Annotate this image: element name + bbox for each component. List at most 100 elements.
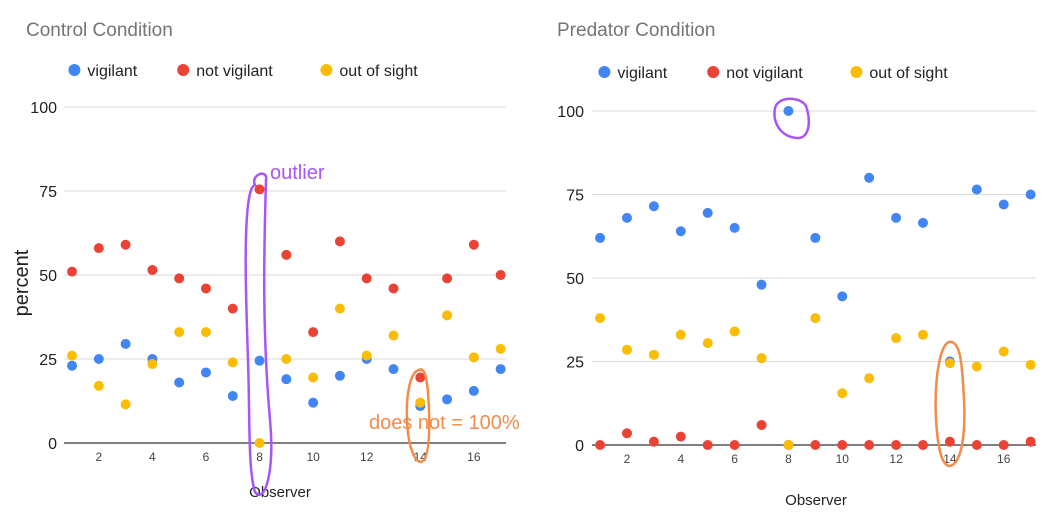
data-points	[67, 184, 506, 448]
data-point-not-vigilant	[67, 266, 78, 277]
annotations: outlier does not = 100%	[244, 162, 520, 496]
data-point-out-of-sight	[675, 329, 686, 340]
data-point-not-vigilant	[1025, 436, 1036, 447]
data-point-out-of-sight	[361, 350, 372, 361]
x-tick-label: 2	[95, 450, 102, 464]
y-axis-ticks: 0 25 50 75 100	[557, 104, 584, 455]
sum-circle-annotation	[405, 368, 431, 464]
data-point-not-vigilant	[837, 440, 848, 450]
legend-label: not vigilant	[196, 63, 273, 80]
y-tick-label: 100	[557, 104, 584, 121]
data-point-vigilant	[998, 199, 1009, 210]
legend-swatch	[850, 66, 863, 78]
data-point-vigilant	[120, 338, 131, 349]
annotations	[773, 97, 966, 468]
x-tick-label: 10	[306, 450, 320, 464]
data-point-vigilant	[917, 217, 928, 228]
y-tick-label: 75	[39, 184, 57, 201]
y-tick-label: 25	[566, 355, 584, 372]
data-point-vigilant	[810, 232, 821, 243]
data-point-out-of-sight	[468, 352, 479, 363]
data-point-vigilant	[891, 212, 902, 223]
data-point-not-vigilant	[702, 440, 713, 450]
data-point-out-of-sight	[998, 346, 1009, 357]
x-axis-title: Observer	[785, 492, 847, 509]
data-point-vigilant	[67, 360, 78, 371]
data-point-not-vigilant	[147, 264, 158, 275]
data-point-out-of-sight	[783, 440, 794, 450]
y-tick-label: 100	[30, 100, 57, 117]
x-tick-label: 2	[624, 452, 631, 466]
data-point-not-vigilant	[864, 440, 875, 450]
data-point-not-vigilant	[308, 327, 319, 338]
x-tick-label: 12	[889, 452, 903, 466]
data-point-vigilant	[1025, 189, 1036, 200]
data-point-out-of-sight	[415, 397, 426, 408]
data-point-out-of-sight	[864, 373, 875, 384]
legend-label: vigilant	[87, 63, 137, 80]
data-point-not-vigilant	[415, 372, 426, 383]
outlier-circle-annotation	[773, 97, 810, 140]
data-point-out-of-sight	[495, 343, 506, 354]
data-point-out-of-sight	[334, 303, 345, 314]
chart-title: Predator Condition	[557, 20, 715, 41]
x-tick-label: 8	[256, 450, 263, 464]
chart-legend: vigilant not vigilant out of sight	[68, 63, 418, 80]
data-point-not-vigilant	[442, 273, 453, 284]
data-point-out-of-sight	[281, 354, 292, 364]
data-point-vigilant	[864, 172, 875, 183]
data-point-vigilant	[971, 184, 982, 195]
data-point-not-vigilant	[361, 273, 372, 284]
data-point-not-vigilant	[174, 273, 185, 284]
data-point-not-vigilant	[998, 440, 1009, 450]
data-point-out-of-sight	[702, 338, 713, 349]
sum-annotation-text: does not = 100%	[369, 412, 520, 434]
predator-condition-chart: Predator Condition vigilant not vigilant o…	[557, 20, 1036, 509]
data-point-vigilant	[334, 370, 345, 381]
x-tick-label: 8	[785, 452, 792, 466]
data-point-vigilant	[837, 291, 848, 302]
y-tick-label: 0	[48, 436, 57, 453]
x-tick-label: 4	[149, 450, 156, 464]
y-tick-label: 75	[566, 188, 584, 205]
data-point-not-vigilant	[675, 431, 686, 442]
data-point-out-of-sight	[971, 361, 982, 372]
data-point-vigilant	[468, 385, 479, 396]
x-tick-label: 6	[731, 452, 738, 466]
data-point-vigilant	[388, 364, 399, 375]
chart-legend: vigilant not vigilant out of sight	[598, 65, 948, 82]
data-point-vigilant	[595, 232, 606, 243]
legend-swatch	[68, 64, 81, 76]
data-point-out-of-sight	[254, 438, 265, 448]
data-point-vigilant	[200, 367, 211, 378]
data-points	[595, 106, 1036, 450]
x-axis-ticks: 2 4 6 8 10 12 14 16	[624, 452, 1011, 466]
legend-label: out of sight	[869, 65, 948, 82]
legend-swatch	[598, 66, 611, 78]
x-tick-label: 16	[467, 450, 481, 464]
legend-item: not vigilant	[707, 65, 803, 82]
data-point-out-of-sight	[944, 358, 955, 369]
data-point-not-vigilant	[495, 270, 506, 280]
data-point-not-vigilant	[200, 283, 211, 294]
legend-label: out of sight	[339, 63, 418, 80]
data-point-not-vigilant	[648, 436, 659, 447]
data-point-vigilant	[729, 222, 740, 233]
data-point-vigilant	[756, 279, 767, 290]
data-point-out-of-sight	[756, 353, 767, 364]
data-point-vigilant	[442, 394, 453, 405]
data-point-out-of-sight	[388, 330, 399, 341]
legend-item: out of sight	[850, 65, 948, 82]
data-point-vigilant	[281, 374, 292, 385]
legend-item: vigilant	[598, 65, 668, 82]
legend-item: vigilant	[68, 63, 138, 80]
x-tick-label: 4	[677, 452, 684, 466]
data-point-vigilant	[308, 397, 319, 408]
data-point-out-of-sight	[891, 333, 902, 344]
data-point-out-of-sight	[917, 329, 928, 340]
data-point-vigilant	[227, 390, 238, 401]
gridlines	[64, 106, 506, 444]
data-point-not-vigilant	[388, 283, 399, 294]
legend-item: out of sight	[320, 63, 418, 80]
